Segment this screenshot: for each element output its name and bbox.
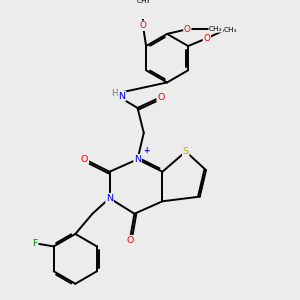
- Text: H: H: [111, 89, 118, 98]
- Text: O: O: [203, 34, 210, 43]
- Text: O: O: [184, 25, 191, 34]
- Text: CH₃: CH₃: [209, 26, 223, 32]
- Text: F: F: [32, 239, 38, 248]
- Text: +: +: [143, 146, 149, 155]
- Text: O: O: [81, 155, 88, 164]
- Text: CH₃: CH₃: [136, 0, 150, 4]
- Text: N: N: [118, 92, 125, 100]
- Text: O: O: [126, 236, 134, 245]
- Text: N: N: [106, 194, 113, 203]
- Text: CH₃: CH₃: [224, 28, 237, 34]
- Text: N: N: [134, 155, 141, 164]
- Text: O: O: [140, 21, 146, 30]
- Text: O: O: [157, 93, 165, 102]
- Text: S: S: [183, 147, 189, 156]
